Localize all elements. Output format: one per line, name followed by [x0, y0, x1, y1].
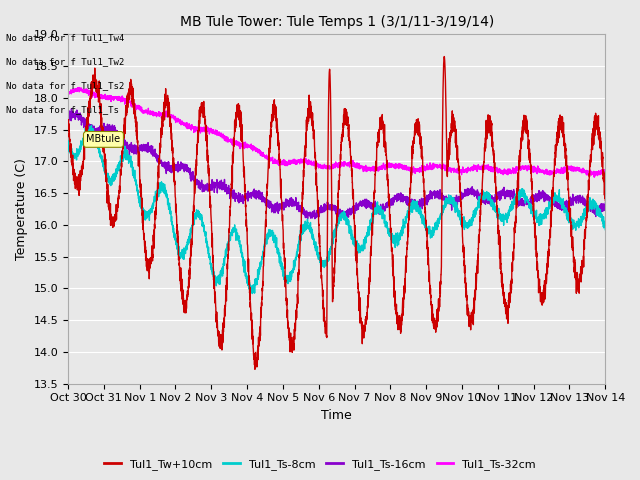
Text: No data for f Tul1_Tw4: No data for f Tul1_Tw4 — [6, 34, 125, 43]
Legend: Tul1_Tw+10cm, Tul1_Ts-8cm, Tul1_Ts-16cm, Tul1_Ts-32cm: Tul1_Tw+10cm, Tul1_Ts-8cm, Tul1_Ts-16cm,… — [100, 455, 540, 474]
Text: No data for f Tul1_Ts2: No data for f Tul1_Ts2 — [6, 82, 125, 91]
X-axis label: Time: Time — [321, 409, 352, 422]
Text: No data for f_Tul1_Ts: No data for f_Tul1_Ts — [6, 106, 119, 115]
Title: MB Tule Tower: Tule Temps 1 (3/1/11-3/19/14): MB Tule Tower: Tule Temps 1 (3/1/11-3/19… — [180, 15, 494, 29]
Text: MBtule: MBtule — [86, 134, 120, 144]
Text: No data for f Tul1_Tw2: No data for f Tul1_Tw2 — [6, 58, 125, 67]
Y-axis label: Temperature (C): Temperature (C) — [15, 158, 28, 260]
